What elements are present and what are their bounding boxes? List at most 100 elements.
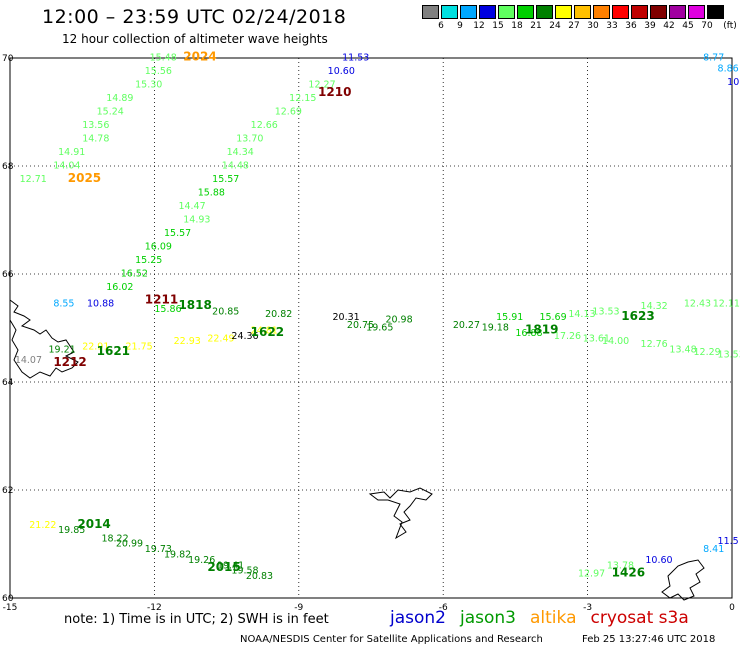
wave-height-reading: 15.88 bbox=[198, 188, 225, 199]
lat-tick-label: 62 bbox=[2, 486, 13, 496]
track-time-label: 2014 bbox=[77, 517, 110, 531]
satellite-name: jason2 bbox=[390, 608, 446, 628]
wave-height-reading: 15.57 bbox=[212, 174, 239, 185]
wave-height-reading: 20.31 bbox=[332, 312, 359, 323]
track-time-label: 2015 bbox=[207, 560, 240, 574]
wave-height-reading: 8.77 bbox=[703, 53, 724, 64]
legend-label: 70 bbox=[701, 21, 713, 31]
legend-label: 27 bbox=[568, 21, 580, 31]
lat-tick-label: 64 bbox=[2, 378, 14, 388]
track-time-label: 1819 bbox=[525, 322, 558, 336]
track-time-label: 2024 bbox=[183, 50, 216, 64]
track-time-label: 1623 bbox=[621, 309, 654, 323]
track-time-label: 1211 bbox=[145, 293, 178, 307]
wave-height-reading: 21.22 bbox=[29, 520, 56, 531]
wave-height-reading: 21.75 bbox=[126, 342, 153, 353]
legend-label: 24 bbox=[549, 21, 561, 31]
wave-height-reading: 13.56 bbox=[82, 120, 109, 131]
wave-height-reading: 20.75 bbox=[347, 320, 374, 331]
wave-height-reading: 13.70 bbox=[236, 134, 263, 145]
legend-label: 21 bbox=[530, 21, 542, 31]
map-frame bbox=[9, 57, 733, 599]
wave-height-reading: 15.91 bbox=[496, 312, 523, 323]
wave-height-reading: 8.41 bbox=[703, 544, 724, 555]
legend-unit: (ft) bbox=[723, 21, 737, 31]
wave-height-reading: 12.27 bbox=[308, 80, 335, 91]
wave-height-reading: 20.82 bbox=[265, 309, 292, 320]
wave-height-reading: 8.86 bbox=[718, 64, 739, 75]
wave-height-reading: 11.53 bbox=[342, 53, 369, 64]
legend-swatch bbox=[479, 5, 496, 19]
wave-height-reading: 22.49 bbox=[207, 334, 234, 345]
wave-height-reading: 12.43 bbox=[684, 298, 711, 309]
wave-height-reading: 10.60 bbox=[328, 66, 355, 77]
page-title: 12:00 – 23:59 UTC 02/24/2018 bbox=[42, 6, 347, 28]
wave-height-reading: 8.55 bbox=[53, 298, 74, 309]
legend-label: 33 bbox=[606, 21, 618, 31]
wave-height-reading: 14.93 bbox=[183, 215, 210, 226]
footer-note: note: 1) Time is in UTC; 2) SWH is in fe… bbox=[64, 612, 329, 627]
faroe-islands bbox=[368, 487, 433, 540]
map-grid: -15 -12 -9 -6 -3 0 70 68 66 64 62 60 bbox=[2, 54, 735, 613]
wave-height-reading: 14.04 bbox=[53, 161, 80, 172]
wave-height-reading: 15.69 bbox=[539, 312, 566, 323]
lat-tick-label: 60 bbox=[2, 594, 14, 604]
lon-tick-label: -9 bbox=[294, 603, 303, 613]
lon-tick-label: -6 bbox=[439, 603, 448, 613]
wave-height-reading: 24.36 bbox=[231, 331, 258, 342]
legend-label: 42 bbox=[663, 21, 675, 31]
wave-height-reading: 14.32 bbox=[641, 301, 668, 312]
wave-height-reading: 13.53 bbox=[592, 307, 619, 318]
wave-height-reading: 12.66 bbox=[251, 120, 278, 131]
wave-height-reading: 14.34 bbox=[227, 147, 254, 158]
satellite-legend: jason2 jason3 altika cryosat s3a bbox=[390, 608, 703, 628]
wave-height-reading: 15.56 bbox=[145, 66, 172, 77]
legend-swatch bbox=[612, 5, 629, 19]
wave-height-reading: 16.88 bbox=[515, 328, 542, 339]
wave-height-reading: 19.26 bbox=[188, 555, 215, 566]
wave-height-reading: 14.78 bbox=[82, 134, 109, 145]
legend-label: 12 bbox=[473, 21, 485, 31]
wave-height-reading: 15.24 bbox=[97, 107, 124, 118]
lat-tick-label: 66 bbox=[2, 270, 14, 280]
wave-height-reading: 10.60 bbox=[645, 555, 672, 566]
lon-tick-label: -12 bbox=[147, 603, 162, 613]
wave-height-reading: 19.58 bbox=[231, 566, 258, 577]
track-time-label: 1818 bbox=[178, 298, 211, 312]
wave-height-reading: 19.21 bbox=[49, 344, 76, 355]
wave-height-reading: 12.29 bbox=[693, 347, 720, 358]
lat-tick-label: 70 bbox=[2, 54, 14, 64]
shetland-islands bbox=[661, 559, 705, 601]
wave-height-reading: 14.00 bbox=[602, 336, 629, 347]
iceland-coast bbox=[9, 299, 79, 379]
legend-swatch bbox=[460, 5, 477, 19]
wave-height-reading: 13.61 bbox=[583, 334, 610, 345]
land-masses bbox=[9, 299, 705, 601]
wave-height-reading: 15.25 bbox=[135, 255, 162, 266]
wave-height-reading: 18.22 bbox=[101, 533, 128, 544]
satellite-name: cryosat s3a bbox=[590, 608, 689, 628]
track-labels: 2024 2025 1210 1211 1818 1623 1819 1622 1621 1212… bbox=[53, 50, 654, 580]
wave-height-reading: 15.30 bbox=[135, 80, 162, 91]
wave-height-reading: 15.48 bbox=[150, 53, 177, 64]
wave-height-reading: 22.91 bbox=[82, 342, 109, 353]
wave-height-reading: 13.53 bbox=[718, 350, 740, 361]
wave-height-reading: 13.78 bbox=[607, 560, 634, 571]
footer-timestamp: Feb 25 13:27:46 UTC 2018 bbox=[582, 634, 716, 645]
legend-label: 30 bbox=[587, 21, 599, 31]
wave-height-reading: 16.02 bbox=[106, 282, 133, 293]
wave-height-reading: 20.99 bbox=[116, 539, 143, 550]
legend-swatch bbox=[669, 5, 686, 19]
wave-height-reading: 14.89 bbox=[106, 93, 133, 104]
wave-height-reading: 10 bbox=[727, 77, 739, 88]
lon-tick-label: -15 bbox=[3, 603, 18, 613]
wave-height-reading: 19.73 bbox=[145, 544, 172, 555]
wave-height-reading: 20.83 bbox=[246, 571, 273, 582]
wave-height-reading: 14.07 bbox=[15, 355, 42, 366]
page-subtitle: 12 hour collection of altimeter wave hei… bbox=[62, 32, 328, 46]
track-time-label: 1621 bbox=[97, 344, 130, 358]
wave-height-reading: 11.5 bbox=[718, 536, 739, 547]
wave-height-reading: 14.91 bbox=[58, 147, 85, 158]
wave-height-reading: 12.97 bbox=[578, 568, 605, 579]
